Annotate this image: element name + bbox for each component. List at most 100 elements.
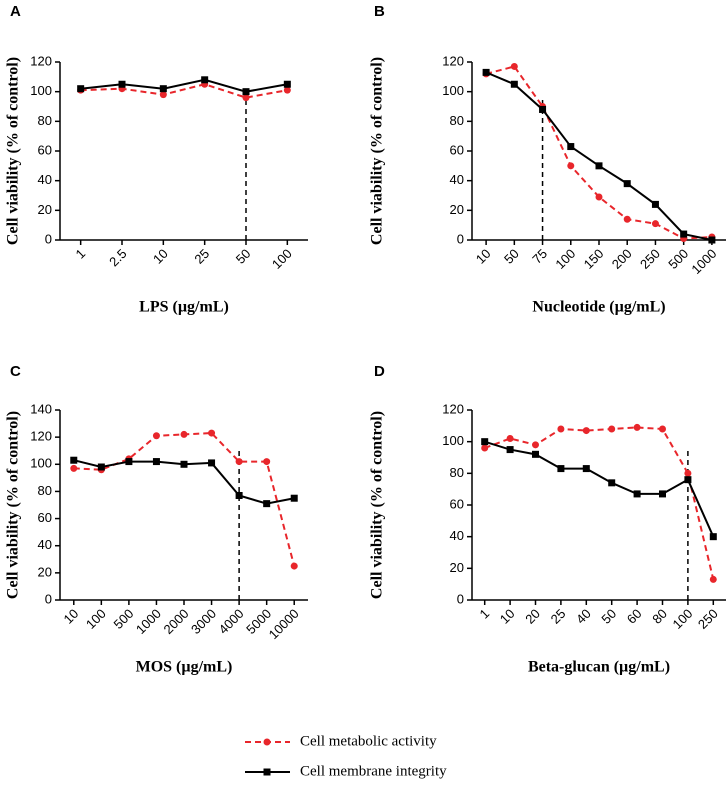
x-tick-label: 50 — [598, 606, 619, 627]
x-tick-label: 50 — [501, 246, 522, 267]
panel-label: B — [374, 3, 385, 20]
point — [633, 490, 641, 498]
x-axis-label: MOS (µg/mL) — [136, 659, 233, 676]
y-tick-label: 80 — [450, 465, 464, 480]
x-tick-label: 10 — [473, 246, 494, 267]
legend-label: Cell membrane integrity — [300, 763, 447, 779]
y-tick-label: 120 — [30, 429, 52, 444]
y-tick-label: 100 — [442, 433, 464, 448]
x-axis-label: Beta-glucan (µg/mL) — [528, 659, 670, 676]
point — [283, 80, 291, 88]
point — [159, 85, 167, 93]
x-tick-label: 2000 — [160, 606, 191, 637]
x-tick-label: 1000 — [133, 606, 164, 637]
y-tick-label: 0 — [45, 591, 52, 606]
point — [651, 220, 659, 228]
y-axis-label: Cell viability (% of control) — [369, 411, 386, 599]
y-tick-label: 20 — [450, 560, 464, 575]
series-line — [485, 65, 712, 240]
point — [290, 494, 298, 502]
point — [125, 458, 133, 466]
point — [567, 143, 575, 151]
point — [506, 435, 514, 442]
y-tick-label: 120 — [442, 53, 464, 68]
y-tick-label: 0 — [457, 231, 464, 246]
x-tick-label: 1 — [477, 606, 493, 622]
legend-marker — [263, 738, 271, 746]
series-line — [484, 426, 715, 580]
panel-label: A — [10, 3, 21, 20]
point — [263, 458, 271, 466]
point — [595, 193, 603, 201]
x-tick-label: 10 — [497, 606, 518, 627]
y-tick-label: 60 — [450, 496, 464, 511]
point — [709, 575, 717, 583]
point — [152, 432, 160, 440]
x-axis-label: LPS (µg/mL) — [139, 299, 229, 316]
x-tick-label: 10 — [60, 606, 81, 627]
point — [180, 430, 188, 438]
point — [97, 463, 105, 471]
point — [510, 80, 518, 88]
legend-marker — [263, 768, 271, 776]
x-tick-label: 250 — [637, 246, 663, 272]
point — [208, 459, 216, 467]
x-tick-label: 2.5 — [106, 246, 129, 269]
point — [659, 490, 666, 498]
point — [208, 429, 216, 437]
y-tick-label: 100 — [30, 83, 52, 98]
x-tick-label: 500 — [665, 246, 691, 272]
point — [201, 76, 209, 84]
x-tick-label: 3000 — [188, 606, 219, 637]
y-tick-label: 20 — [450, 202, 464, 217]
y-tick-label: 40 — [38, 537, 52, 552]
x-tick-label: 1 — [72, 246, 88, 262]
series-line — [80, 83, 288, 99]
x-tick-label: 40 — [573, 606, 594, 627]
point — [633, 423, 641, 431]
point — [557, 465, 565, 473]
x-tick-label: 50 — [233, 246, 254, 267]
y-tick-label: 120 — [30, 53, 52, 68]
point — [567, 162, 575, 170]
point — [623, 215, 631, 223]
y-tick-label: 60 — [450, 142, 464, 157]
point — [290, 562, 298, 570]
point — [482, 68, 490, 76]
point — [77, 85, 85, 93]
panel-label: C — [10, 363, 21, 380]
point — [608, 479, 616, 487]
y-tick-label: 40 — [450, 528, 464, 543]
series-line — [485, 71, 713, 241]
point — [242, 94, 250, 102]
legend-label: Cell metabolic activity — [300, 733, 437, 749]
x-tick-label: 25 — [191, 246, 212, 267]
y-tick-label: 20 — [38, 202, 52, 217]
y-tick-label: 140 — [30, 401, 52, 416]
y-axis-label: Cell viability (% of control) — [369, 57, 386, 245]
point — [159, 91, 167, 99]
y-tick-label: 20 — [38, 564, 52, 579]
x-tick-label: 80 — [649, 606, 670, 627]
point — [532, 441, 539, 449]
x-tick-label: 4000 — [216, 606, 247, 637]
x-tick-label: 200 — [609, 246, 635, 272]
y-tick-label: 80 — [38, 113, 52, 128]
x-tick-label: 500 — [110, 606, 136, 632]
point — [70, 456, 78, 464]
point — [70, 464, 78, 472]
point — [481, 444, 489, 452]
point — [510, 62, 518, 70]
point — [680, 230, 688, 238]
point — [582, 427, 590, 435]
y-tick-label: 60 — [38, 142, 52, 157]
x-tick-label: 100 — [83, 606, 109, 632]
y-tick-label: 100 — [442, 83, 464, 98]
point — [283, 86, 291, 94]
y-axis-label: Cell viability (% of control) — [5, 57, 22, 245]
y-tick-label: 80 — [450, 113, 464, 128]
point — [595, 162, 603, 170]
point — [506, 446, 514, 454]
point — [659, 425, 666, 433]
